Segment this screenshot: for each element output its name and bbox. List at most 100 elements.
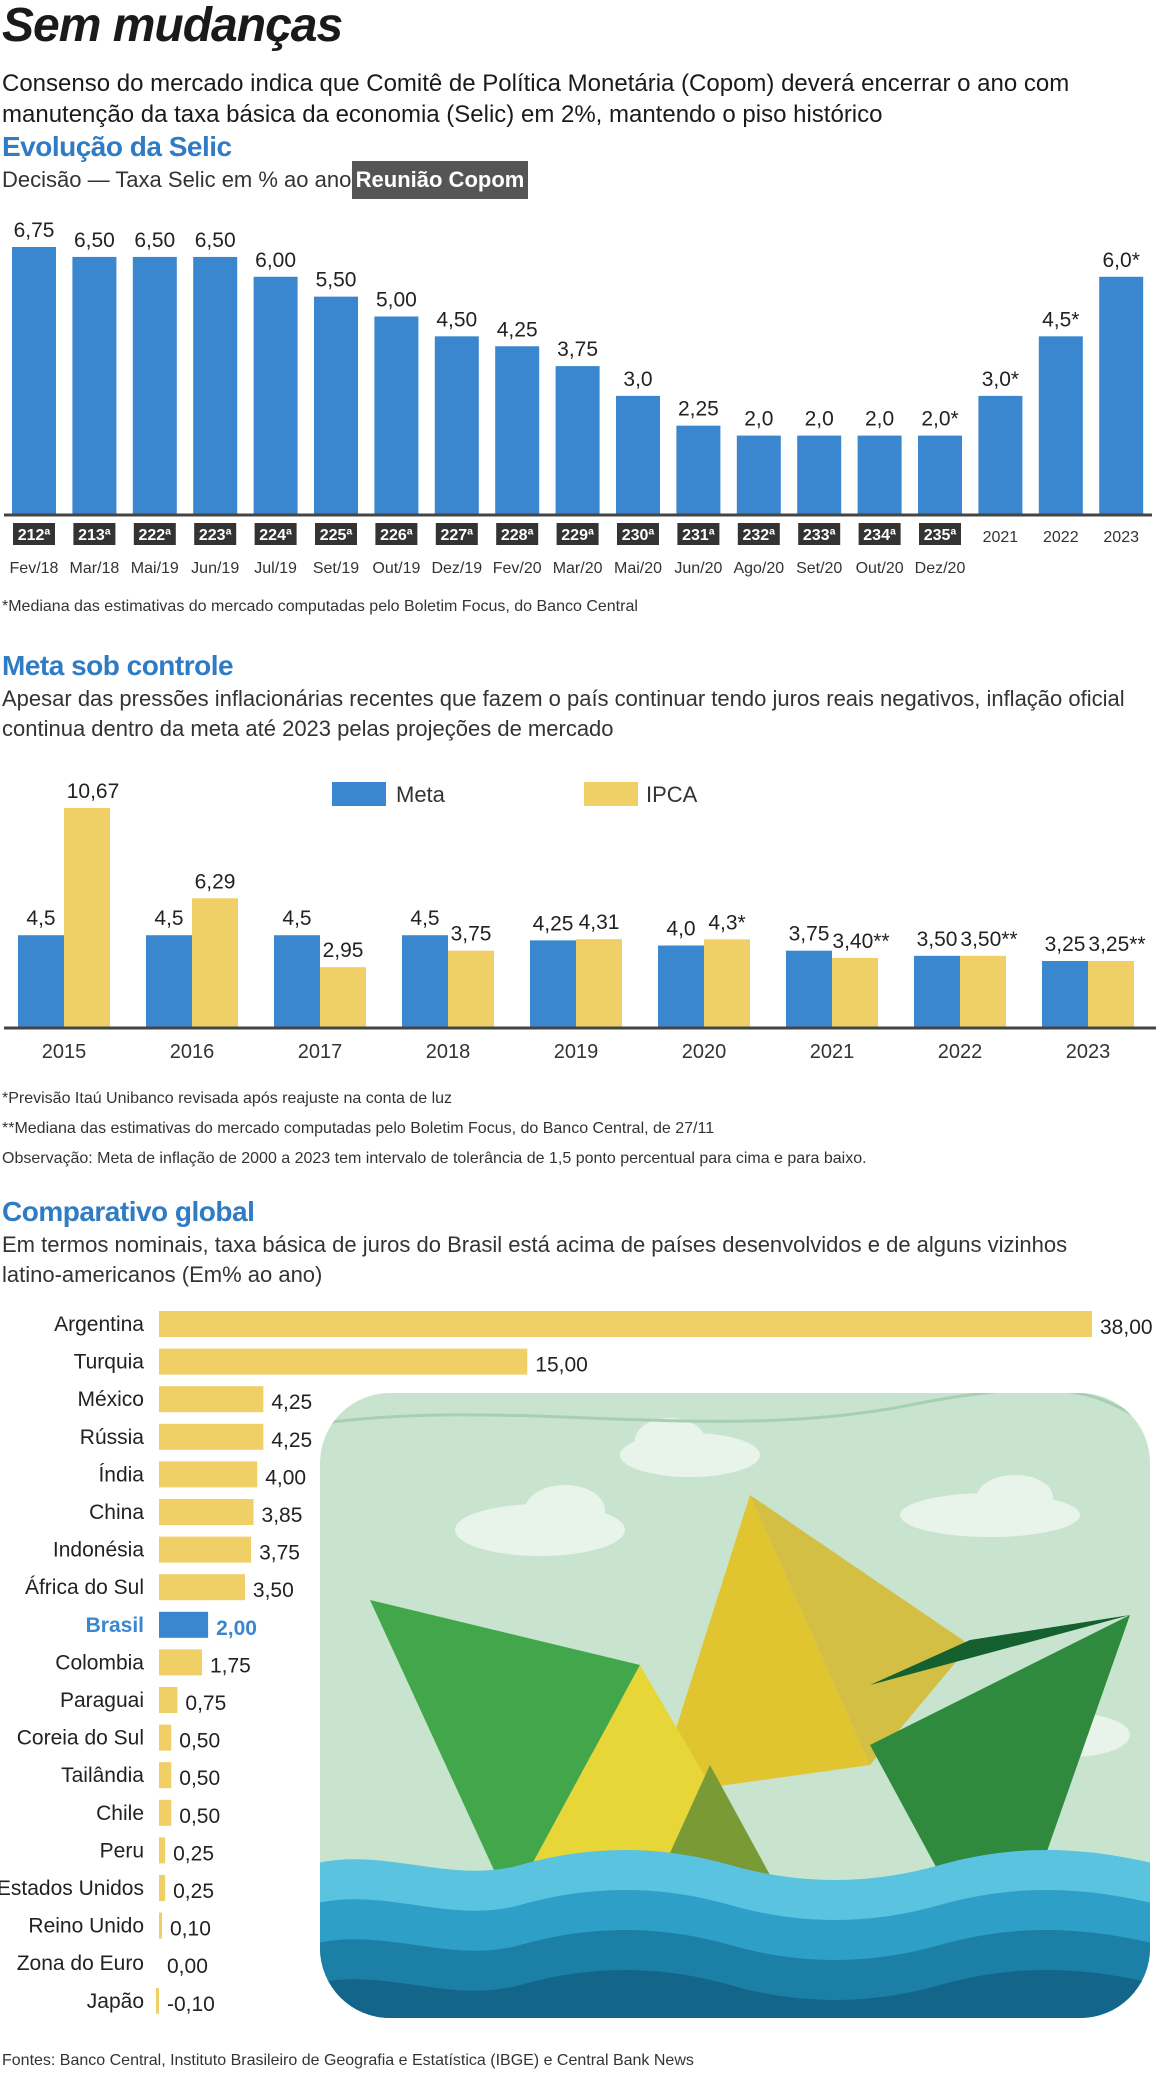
meeting-badge <box>617 523 659 545</box>
ipca-value-label: 2,95 <box>323 939 364 962</box>
year-label: 2022 <box>938 1041 983 1063</box>
selic-bar <box>434 336 479 515</box>
country-bar <box>159 1912 162 1939</box>
meta-subtitle: Apesar das pressões inflacionárias recen… <box>2 686 1125 741</box>
selic-value-label: 5,00 <box>376 288 417 311</box>
year-label: 2016 <box>170 1041 215 1063</box>
meta-value-label: 4,5 <box>282 907 311 930</box>
ipca-value-label: 10,67 <box>67 780 120 803</box>
ipca-bar <box>64 808 110 1028</box>
country-label: México <box>77 1388 144 1411</box>
selic-date-label: Dez/19 <box>431 560 482 577</box>
selic-value-label: 2,0* <box>921 408 958 431</box>
country-label: Peru <box>100 1839 144 1862</box>
country-value-label: 0,25 <box>173 1880 214 1903</box>
paper-boat-illustration <box>320 1393 1150 2018</box>
selic-subtitle: Decisão — Taxa Selic em % ao ano <box>2 167 352 192</box>
ipca-bar <box>832 957 878 1028</box>
country-label: Chile <box>96 1802 144 1825</box>
ipca-value-label: 3,25** <box>1088 933 1145 956</box>
meeting-badge <box>919 523 961 545</box>
selic-date-label: Dez/20 <box>915 560 966 577</box>
meeting-badge <box>677 523 720 545</box>
selic-value-label: 2,0 <box>744 408 773 431</box>
meeting-badge <box>133 523 176 545</box>
year-label: 2017 <box>298 1041 343 1063</box>
meeting-label: 222ª <box>138 527 171 544</box>
meeting-badge <box>798 523 841 545</box>
meta-value-label: 3,75 <box>789 923 830 946</box>
selic-bar <box>676 425 721 515</box>
copom-meeting-badge: Reunião Copom <box>352 161 528 199</box>
meta-value-label: 4,5 <box>410 907 439 930</box>
country-label: Índia <box>98 1463 144 1486</box>
country-bar <box>159 1799 172 1826</box>
legend-ipca-label: IPCA <box>646 782 698 807</box>
meeting-badge <box>194 523 237 545</box>
ipca-value-label: 4,31 <box>579 911 620 934</box>
country-bar <box>159 1687 178 1713</box>
ipca-bar <box>448 950 494 1028</box>
country-bar <box>159 1423 264 1450</box>
meeting-label: 225ª <box>320 527 353 544</box>
selic-date-label: Out/19 <box>372 560 420 577</box>
ipca-bar <box>320 967 366 1028</box>
country-bar <box>159 1574 245 1601</box>
meta-note-1: *Previsão Itaú Unibanco revisada após re… <box>2 1090 453 1107</box>
country-value-label: 0,10 <box>170 1918 211 1941</box>
meta-bar <box>914 955 960 1028</box>
ipca-bar <box>1088 960 1134 1028</box>
country-bar <box>159 1724 172 1751</box>
country-label: Tailândia <box>61 1764 144 1787</box>
year-label: 2018 <box>426 1041 471 1063</box>
ipca-value-label: 3,40** <box>832 930 889 953</box>
country-label: Argentina <box>54 1313 144 1336</box>
selic-bar <box>555 366 600 515</box>
meeting-badge <box>556 523 599 545</box>
country-value-label: 2,00 <box>216 1617 257 1640</box>
year-label: 2023 <box>1066 1041 1111 1063</box>
selic-value-label: 6,50 <box>134 229 175 252</box>
selic-value-label: 4,25 <box>497 318 538 341</box>
country-value-label: 4,00 <box>265 1466 306 1489</box>
country-bar <box>159 1311 1092 1337</box>
meeting-badge <box>73 523 116 545</box>
legend-meta-swatch <box>332 782 386 806</box>
country-value-label: 0,50 <box>179 1767 220 1790</box>
ipca-value-label: 3,75 <box>451 923 492 946</box>
selic-value-label: 2,25 <box>678 398 719 421</box>
selic-bar <box>1038 336 1083 515</box>
selic-date-label: Mai/19 <box>131 560 179 577</box>
country-value-label: 3,85 <box>262 1504 303 1527</box>
meeting-badge <box>315 523 357 545</box>
selic-date-label: Mar/18 <box>70 560 120 577</box>
selic-value-label: 3,0* <box>982 368 1019 391</box>
selic-date-label: Set/19 <box>313 560 359 577</box>
country-bar <box>159 1461 258 1488</box>
meeting-label: 223ª <box>199 527 232 544</box>
selic-value-label: 4,50 <box>436 308 477 331</box>
meta-value-label: 4,5 <box>154 907 183 930</box>
ipca-value-label: 4,3* <box>708 911 745 934</box>
meta-value-label: 3,25 <box>1045 933 1086 956</box>
year-label: 2021 <box>810 1041 855 1063</box>
country-value-label: 0,25 <box>173 1842 214 1865</box>
country-value-label: 0,75 <box>185 1692 226 1715</box>
meta-note-2: **Mediana das estimativas do mercado com… <box>2 1120 715 1137</box>
meta-bar <box>402 935 448 1028</box>
selic-date-label: Jun/20 <box>674 560 722 577</box>
selic-value-label: 5,50 <box>316 269 357 292</box>
meeting-label: 224ª <box>259 527 292 544</box>
meeting-badge <box>13 523 55 545</box>
country-label: Paraguai <box>60 1689 144 1712</box>
selic-date-label: Fev/20 <box>493 560 542 577</box>
meta-bar <box>786 950 832 1028</box>
selic-bar <box>132 256 177 515</box>
ipca-bar <box>704 939 750 1028</box>
country-label: Coreia do Sul <box>17 1727 144 1750</box>
meta-value-label: 4,25 <box>533 912 574 935</box>
selic-bar <box>374 316 419 515</box>
meta-bar <box>530 940 576 1028</box>
meeting-badge <box>375 523 418 545</box>
country-value-label: 4,25 <box>271 1391 312 1414</box>
